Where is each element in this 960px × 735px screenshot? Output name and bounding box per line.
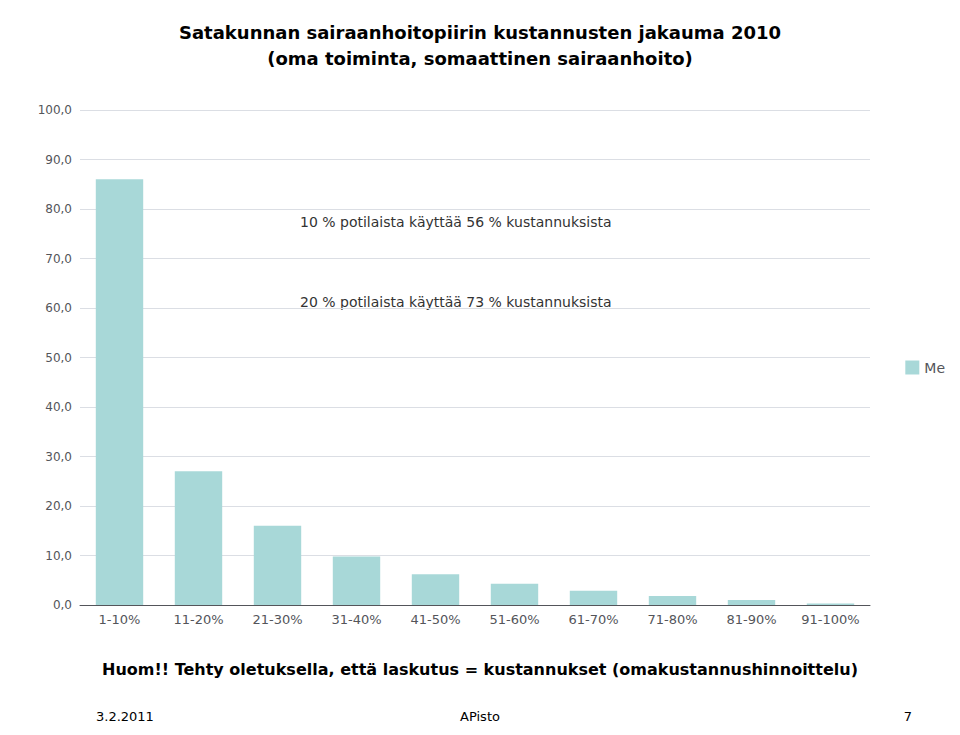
svg-text:10,0: 10,0 (45, 549, 72, 563)
svg-text:Huom!! Tehty oletuksella, että: Huom!! Tehty oletuksella, että laskutus … (102, 660, 858, 679)
svg-text:Satakunnan sairaanhoitopiirin: Satakunnan sairaanhoitopiirin kustannust… (179, 22, 781, 43)
svg-text:7: 7 (904, 709, 912, 724)
svg-text:11-20%: 11-20% (173, 612, 223, 627)
svg-text:10 % potilaista käyttää 56 % k: 10 % potilaista käyttää 56 % kustannuksi… (300, 214, 612, 230)
svg-text:61-70%: 61-70% (568, 612, 618, 627)
svg-text:Me: Me (924, 360, 945, 376)
svg-text:90,0: 90,0 (45, 153, 72, 167)
svg-text:100,0: 100,0 (38, 103, 72, 117)
svg-text:51-60%: 51-60% (489, 612, 539, 627)
svg-text:81-90%: 81-90% (726, 612, 776, 627)
svg-text:40,0: 40,0 (45, 400, 72, 414)
svg-text:41-50%: 41-50% (410, 612, 460, 627)
svg-text:70,0: 70,0 (45, 252, 72, 266)
svg-text:3.2.2011: 3.2.2011 (96, 709, 154, 724)
svg-text:20,0: 20,0 (45, 499, 72, 513)
svg-text:60,0: 60,0 (45, 301, 72, 315)
svg-text:71-80%: 71-80% (647, 612, 697, 627)
svg-text:APisto: APisto (460, 709, 500, 724)
svg-text:80,0: 80,0 (45, 202, 72, 216)
svg-text:20 % potilaista käyttää 73 % k: 20 % potilaista käyttää 73 % kustannuksi… (300, 294, 612, 310)
svg-text:30,0: 30,0 (45, 450, 72, 464)
svg-text:21-30%: 21-30% (252, 612, 302, 627)
svg-text:91-100%: 91-100% (801, 612, 859, 627)
svg-text:(oma toiminta, somaattinen sai: (oma toiminta, somaattinen sairaanhoito) (267, 48, 693, 69)
svg-text:1-10%: 1-10% (99, 612, 141, 627)
svg-text:50,0: 50,0 (45, 351, 72, 365)
svg-text:31-40%: 31-40% (331, 612, 381, 627)
svg-text:0,0: 0,0 (53, 598, 72, 612)
